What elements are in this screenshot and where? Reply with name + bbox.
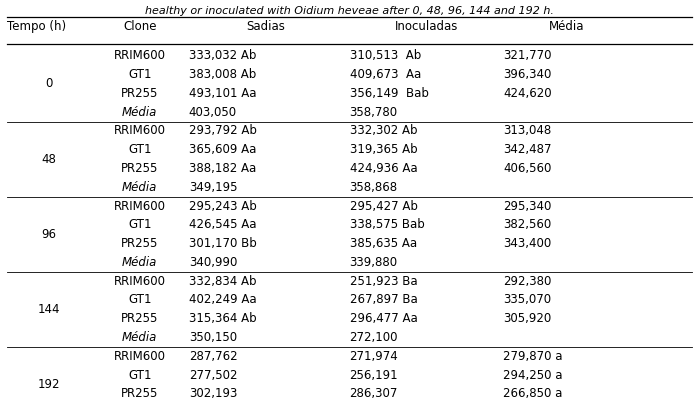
Text: RRIM600: RRIM600 [114,49,166,62]
Text: 251,923 Ba: 251,923 Ba [350,275,417,288]
Text: 424,620: 424,620 [503,87,552,100]
Text: RRIM600: RRIM600 [114,350,166,363]
Text: Média: Média [122,181,157,194]
Text: Clone: Clone [123,20,157,33]
Text: 358,780: 358,780 [350,105,398,119]
Text: 315,364 Ab: 315,364 Ab [189,312,257,325]
Text: PR255: PR255 [121,312,159,325]
Text: 396,340: 396,340 [503,68,552,81]
Text: Tempo (h): Tempo (h) [7,20,66,33]
Text: 313,048: 313,048 [503,124,552,137]
Text: 48: 48 [41,153,57,166]
Text: 96: 96 [41,228,57,241]
Text: 424,936 Aa: 424,936 Aa [350,162,417,175]
Text: RRIM600: RRIM600 [114,275,166,288]
Text: 402,249 Aa: 402,249 Aa [189,293,257,307]
Text: 192: 192 [38,378,60,391]
Text: 305,920: 305,920 [503,312,552,325]
Text: 333,032 Ab: 333,032 Ab [189,49,256,62]
Text: 350,150: 350,150 [189,331,237,344]
Text: 332,302 Ab: 332,302 Ab [350,124,417,137]
Text: 388,182 Aa: 388,182 Aa [189,162,256,175]
Text: 382,560: 382,560 [503,218,552,231]
Text: Inoculadas: Inoculadas [395,20,458,33]
Text: 342,487: 342,487 [503,143,552,156]
Text: 383,008 Ab: 383,008 Ab [189,68,256,81]
Text: 295,427 Ab: 295,427 Ab [350,200,417,213]
Text: 349,195: 349,195 [189,181,237,194]
Text: 385,635 Aa: 385,635 Aa [350,237,417,250]
Text: 343,400: 343,400 [503,237,552,250]
Text: 365,609 Aa: 365,609 Aa [189,143,256,156]
Text: 294,250 a: 294,250 a [503,368,563,382]
Text: RRIM600: RRIM600 [114,200,166,213]
Text: 319,365 Ab: 319,365 Ab [350,143,417,156]
Text: Sadias: Sadias [246,20,285,33]
Text: PR255: PR255 [121,237,159,250]
Text: GT1: GT1 [128,368,152,382]
Text: 403,050: 403,050 [189,105,237,119]
Text: 267,897 Ba: 267,897 Ba [350,293,417,307]
Text: GT1: GT1 [128,143,152,156]
Text: 286,307: 286,307 [350,387,398,400]
Text: 0: 0 [45,78,52,90]
Text: 292,380: 292,380 [503,275,552,288]
Text: PR255: PR255 [121,162,159,175]
Text: 272,100: 272,100 [350,331,398,344]
Text: 301,170 Bb: 301,170 Bb [189,237,257,250]
Text: PR255: PR255 [121,87,159,100]
Text: Média: Média [122,331,157,344]
Text: 332,834 Ab: 332,834 Ab [189,275,257,288]
Text: 302,193: 302,193 [189,387,237,400]
Text: GT1: GT1 [128,68,152,81]
Text: 144: 144 [38,303,60,316]
Text: 406,560: 406,560 [503,162,552,175]
Text: 335,070: 335,070 [503,293,552,307]
Text: 356,149  Bab: 356,149 Bab [350,87,428,100]
Text: 295,340: 295,340 [503,200,552,213]
Text: 271,974: 271,974 [350,350,398,363]
Text: 277,502: 277,502 [189,368,237,382]
Text: PR255: PR255 [121,387,159,400]
Text: 358,868: 358,868 [350,181,398,194]
Text: 266,850 a: 266,850 a [503,387,563,400]
Text: 426,545 Aa: 426,545 Aa [189,218,257,231]
Text: 338,575 Bab: 338,575 Bab [350,218,424,231]
Text: 493,101 Aa: 493,101 Aa [189,87,257,100]
Text: GT1: GT1 [128,293,152,307]
Text: GT1: GT1 [128,218,152,231]
Text: 296,477 Aa: 296,477 Aa [350,312,417,325]
Text: 340,990: 340,990 [189,256,237,269]
Text: Média: Média [549,20,584,33]
Text: healthy or inoculated with Oidium heveae after 0, 48, 96, 144 and 192 h.: healthy or inoculated with Oidium heveae… [145,6,554,16]
Text: Média: Média [122,256,157,269]
Text: 287,762: 287,762 [189,350,238,363]
Text: 256,191: 256,191 [350,368,398,382]
Text: 293,792 Ab: 293,792 Ab [189,124,257,137]
Text: 279,870 a: 279,870 a [503,350,563,363]
Text: 409,673  Aa: 409,673 Aa [350,68,421,81]
Text: 339,880: 339,880 [350,256,398,269]
Text: 295,243 Ab: 295,243 Ab [189,200,257,213]
Text: 321,770: 321,770 [503,49,552,62]
Text: 310,513  Ab: 310,513 Ab [350,49,421,62]
Text: Média: Média [122,105,157,119]
Text: RRIM600: RRIM600 [114,124,166,137]
